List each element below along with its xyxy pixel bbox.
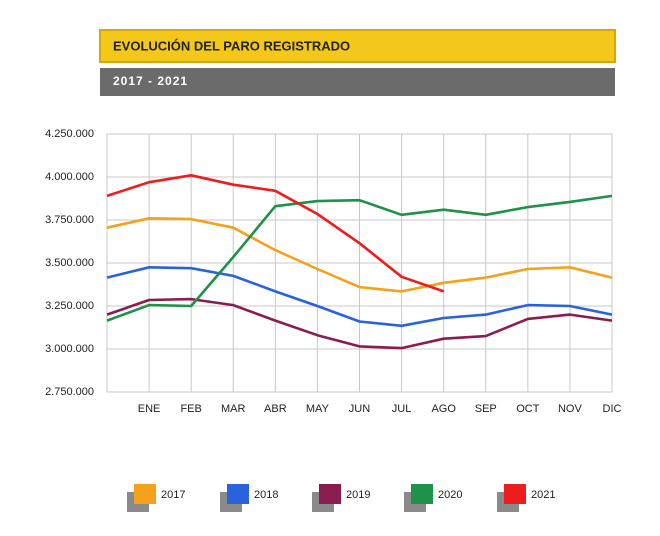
legend-swatch bbox=[319, 484, 341, 504]
x-tick-label: DIC bbox=[603, 403, 622, 415]
legend-swatch bbox=[134, 484, 156, 504]
title-bar bbox=[99, 29, 616, 63]
series-line bbox=[106, 217, 613, 293]
legend-label: 2021 bbox=[531, 489, 555, 501]
chart-title: EVOLUCIÓN DEL PARO REGISTRADO bbox=[113, 38, 350, 53]
x-tick-label: OCT bbox=[516, 403, 540, 415]
x-tick-label: JUN bbox=[349, 403, 370, 415]
subtitle-bar bbox=[100, 68, 615, 96]
legend-swatch bbox=[504, 484, 526, 504]
y-tick-label: 3.500.000 bbox=[45, 257, 94, 269]
x-tick-label: MAY bbox=[306, 403, 330, 415]
x-tick-label: JUL bbox=[392, 403, 412, 415]
series-line bbox=[106, 174, 445, 293]
legend-label: 2017 bbox=[161, 489, 185, 501]
y-tick-label: 4.250.000 bbox=[45, 128, 94, 140]
series-line bbox=[106, 297, 613, 350]
series-line bbox=[106, 194, 613, 322]
legend-label: 2019 bbox=[346, 489, 370, 501]
x-tick-label: SEP bbox=[475, 403, 497, 415]
legend-swatch bbox=[227, 484, 249, 504]
y-tick-label: 3.750.000 bbox=[45, 214, 94, 226]
y-tick-label: 4.000.000 bbox=[45, 171, 94, 183]
y-tick-label: 3.000.000 bbox=[45, 343, 94, 355]
legend-swatch bbox=[411, 484, 433, 504]
legend-label: 2020 bbox=[438, 489, 462, 501]
x-tick-label: NOV bbox=[558, 403, 583, 415]
x-tick-label: MAR bbox=[221, 403, 246, 415]
series-line bbox=[106, 266, 613, 328]
chart-subtitle: 2017 - 2021 bbox=[113, 74, 188, 88]
x-tick-label: ABR bbox=[264, 403, 287, 415]
x-tick-label: AGO bbox=[431, 403, 456, 415]
x-tick-label: ENE bbox=[138, 403, 161, 415]
y-tick-label: 3.250.000 bbox=[45, 300, 94, 312]
x-tick-label: FEB bbox=[180, 403, 201, 415]
legend-label: 2018 bbox=[254, 489, 278, 501]
y-tick-label: 2.750.000 bbox=[45, 386, 94, 398]
